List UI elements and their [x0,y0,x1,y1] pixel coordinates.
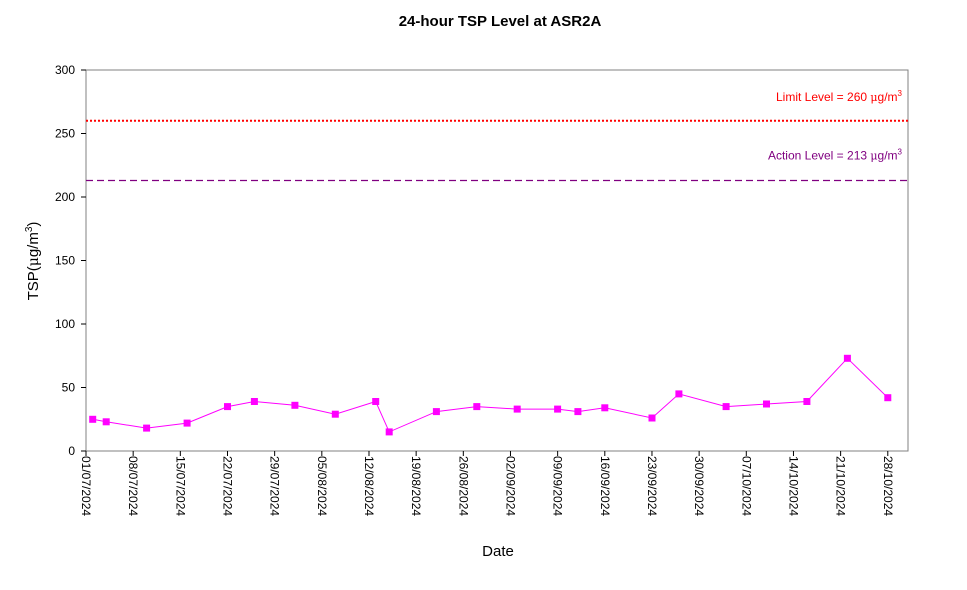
x-tick-label: 29/07/2024 [268,456,282,516]
data-point [884,394,892,402]
x-tick-label: 09/09/2024 [551,456,565,516]
data-point [143,424,151,432]
y-tick-label: 50 [62,381,76,395]
data-point [601,404,609,412]
x-tick-label: 16/09/2024 [598,456,612,516]
data-point [763,400,770,408]
data-point [224,403,231,411]
x-tick-label: 26/08/2024 [456,456,470,516]
y-tick-label: 0 [68,444,75,458]
x-tick-label: 02/09/2024 [503,456,517,516]
x-tick-label: 23/09/2024 [645,456,659,516]
x-tick-label: 15/07/2024 [173,456,187,516]
x-tick-label: 19/08/2024 [409,456,423,516]
data-point [473,403,481,411]
y-axis-label: TSP(μg/m3) [24,222,42,301]
reference-line-label: Action Level = 213 μg/m3 [768,147,903,162]
data-point [803,398,811,405]
data-point [331,410,339,418]
y-tick-label: 150 [55,254,75,268]
x-axis-label: Date [482,543,514,560]
data-point [843,354,851,362]
data-point [554,405,562,413]
x-tick-label: 21/10/2024 [834,456,848,516]
data-point [574,408,582,416]
x-tick-label: 30/09/2024 [692,456,706,516]
plot-area [85,69,909,452]
y-tick-label: 300 [55,63,75,77]
y-tick-label: 100 [55,317,75,331]
data-point [372,398,380,405]
reference-line-label: Limit Level = 260 μg/m3 [776,89,903,104]
x-tick-label: 12/08/2024 [362,456,376,516]
data-point [385,428,393,436]
x-tick-label: 28/10/2024 [881,456,895,516]
x-tick-label: 05/08/2024 [315,456,329,516]
data-point [89,415,97,423]
x-tick-label: 14/10/2024 [786,456,800,516]
data-point [432,408,440,416]
data-point [722,403,730,411]
chart-title: 24-hour TSP Level at ASR2A [399,13,602,30]
data-point [250,398,258,405]
y-tick-label: 250 [55,127,75,141]
data-point [648,414,656,422]
data-point [102,418,110,426]
data-point [513,405,521,413]
x-tick-label: 01/07/2024 [79,456,93,516]
data-point [183,419,191,427]
y-tick-label: 200 [55,190,75,204]
x-tick-label: 08/07/2024 [126,456,140,516]
data-point [675,390,683,398]
data-point [291,401,299,409]
x-tick-label: 07/10/2024 [739,456,753,516]
x-tick-label: 22/07/2024 [220,456,234,516]
